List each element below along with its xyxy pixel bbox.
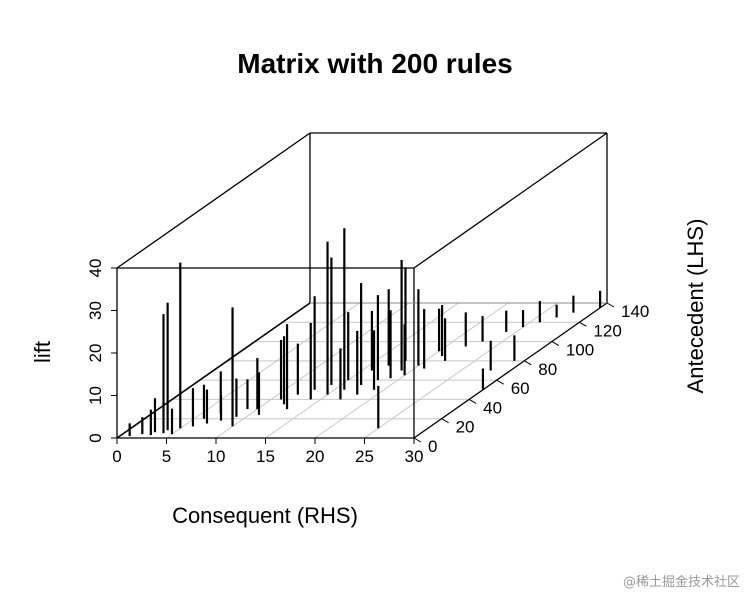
y-tick-mark [441,418,449,424]
z-tick-label: 30 [86,301,105,320]
y-tick-mark [524,360,532,366]
y-tick-label: 120 [593,321,621,340]
z-tick-label: 0 [86,433,105,442]
x-axis-ticks: 0 5 10 15 20 25 30 [112,438,423,466]
watermark: @稀土掘金技术社区 [623,574,740,590]
y-axis-label: Antecedent (LHS) [683,219,708,394]
grid-line [215,302,410,439]
z-axis-label: lift [30,341,55,363]
y-tick-label: 140 [621,302,649,321]
z-tick-label: 40 [86,259,105,278]
y-tick-label: 60 [511,379,530,398]
y-tick-mark [579,321,587,327]
rule-spikes [128,228,602,437]
x-tick-label: 5 [162,447,171,466]
grid-line [364,302,558,439]
y-tick-mark [496,379,504,385]
z-tick-label: 10 [86,386,105,405]
x-tick-label: 25 [355,447,374,466]
x-tick-label: 30 [405,447,424,466]
y-tick-label: 40 [483,398,502,417]
x-tick-label: 10 [207,447,226,466]
z-tick-label: 20 [86,344,105,363]
y-tick-label: 80 [538,360,557,379]
y-tick-label: 20 [456,418,475,437]
z-axis-ticks: 0 10 20 30 40 [86,259,117,443]
x-axis-label: Consequent (RHS) [172,503,358,528]
box-edge [116,302,311,439]
x-tick-label: 0 [112,447,121,466]
floor-grid [116,302,608,439]
grid-line [314,302,509,439]
x-tick-label: 15 [256,447,275,466]
y-tick-label: 100 [566,341,594,360]
y-tick-mark [413,437,422,443]
y-tick-mark [606,302,615,308]
x-tick-label: 20 [306,447,325,466]
box-edge [116,132,311,269]
chart-title: Matrix with 200 rules [237,48,512,79]
box-edge [413,132,608,269]
y-tick-mark [468,398,477,404]
y-tick-label: 0 [428,437,437,456]
box-edge [413,302,608,439]
y-tick-mark [551,341,560,347]
